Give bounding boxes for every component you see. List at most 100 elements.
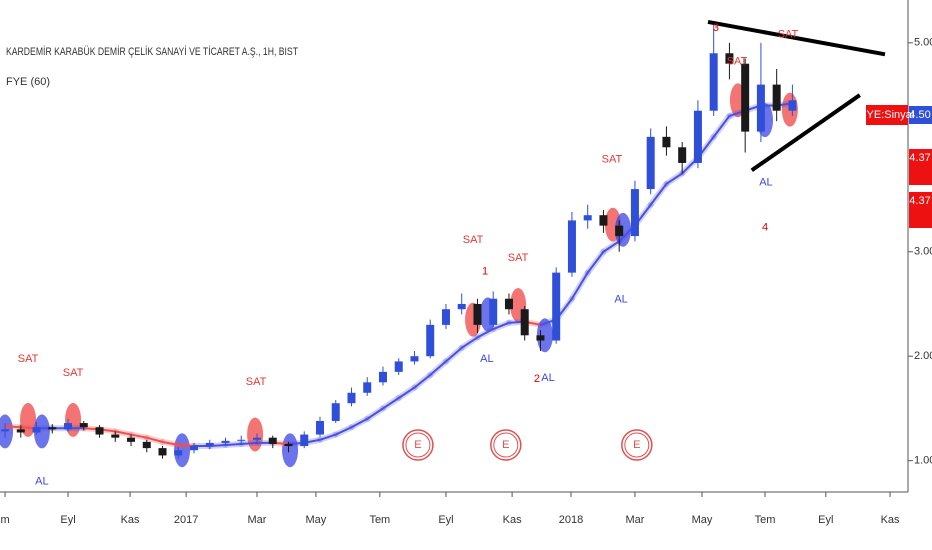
event-circle <box>490 429 522 461</box>
trendline <box>707 19 886 57</box>
event-circle-inner <box>493 432 519 458</box>
ma-line <box>397 386 416 399</box>
x-tick-label: Kas <box>503 514 522 526</box>
candle-body <box>599 215 608 226</box>
annotation: 4 <box>762 222 768 234</box>
ma-line <box>161 440 180 446</box>
candle-body <box>552 272 561 341</box>
candle-body <box>237 439 246 441</box>
signal-label: FYE:Sinyal <box>860 109 914 121</box>
event-circle-inner <box>624 432 650 458</box>
ma-line <box>586 250 605 274</box>
ma-line <box>114 430 133 436</box>
x-tick-label: Tem <box>755 514 776 526</box>
candle-body <box>662 136 671 148</box>
price-label-box <box>909 149 932 185</box>
event-label: E <box>502 439 509 451</box>
candle-body <box>127 437 136 442</box>
ma-line <box>145 436 164 443</box>
y-tick-label: 2.00 <box>914 350 932 362</box>
candle-body <box>725 53 734 64</box>
ma-line <box>381 396 400 410</box>
candle-body <box>174 450 183 456</box>
candle-body <box>300 434 309 447</box>
price-label-box <box>909 106 932 124</box>
annotation: SAT <box>778 28 799 40</box>
x-tick-label: Kas <box>121 514 140 526</box>
ma-line <box>665 172 684 185</box>
ma-line <box>366 407 384 420</box>
candle-body <box>142 441 151 449</box>
annotation: AL <box>759 177 772 189</box>
candle-body <box>504 298 513 310</box>
candle-body <box>583 215 592 221</box>
candle-body <box>95 427 104 435</box>
annotation: SAT <box>246 376 267 388</box>
x-tick-label: Mar <box>248 514 267 526</box>
candle-body <box>772 84 781 111</box>
candle-body <box>284 443 293 447</box>
ma-line <box>492 321 510 331</box>
candle-body <box>347 392 356 404</box>
signal-marker <box>247 417 264 452</box>
candle-body <box>111 434 120 438</box>
annotation: SAT <box>727 56 748 68</box>
candle-body <box>16 429 25 433</box>
x-tick-label: 2017 <box>174 514 198 526</box>
x-tick-label: Eyl <box>438 514 453 526</box>
signal-marker <box>282 433 299 468</box>
candle-body <box>378 371 387 383</box>
ma-line <box>649 182 668 206</box>
candle-body <box>363 382 372 393</box>
candle-body <box>441 309 450 325</box>
ma-line <box>318 433 337 441</box>
y-tick-label: 1.00 <box>914 455 932 467</box>
ma-line <box>413 374 432 389</box>
ma-line <box>570 271 589 300</box>
candle-body <box>221 440 230 443</box>
x-tick-label: Tem <box>369 514 390 526</box>
price-label-box <box>909 192 932 228</box>
candle-body <box>709 53 718 111</box>
ma-line <box>177 443 196 448</box>
ma-line <box>240 441 258 445</box>
price-label: 4.50 <box>909 109 930 121</box>
ma-line <box>130 433 148 439</box>
annotation: AL <box>614 294 627 306</box>
annotation: AL <box>35 475 48 487</box>
candle-body <box>520 309 529 336</box>
candle-body <box>64 423 73 430</box>
candle-body <box>693 110 702 163</box>
x-tick-label: May <box>692 514 713 526</box>
annotation: SAT <box>508 252 529 264</box>
ma-line <box>4 425 22 429</box>
ma-line <box>712 114 731 138</box>
ma-line <box>429 360 447 377</box>
plot-area: E E E SAT SAT AL SAT SAT SAT SAT SAT SAT AL AL AL AL 1 2 3… <box>0 19 886 487</box>
candle-body <box>473 303 482 325</box>
signal-marker <box>65 402 82 437</box>
trendline <box>750 93 861 172</box>
annotation: SAT <box>463 234 484 246</box>
candle-body <box>426 324 435 357</box>
candle-body <box>630 189 639 237</box>
candle-body <box>756 84 765 132</box>
candle-body <box>268 437 277 444</box>
candle-body <box>615 225 624 237</box>
annotation: SAT <box>18 353 39 365</box>
x-tick-label: Eyl <box>818 514 833 526</box>
signal-marker <box>33 414 50 449</box>
candle-body <box>48 427 57 430</box>
annotation: SAT <box>63 367 84 379</box>
chart-title: KARDEMİR KARABÜK DEMİR ÇELİK SANAYİ VE T… <box>6 45 298 58</box>
x-tick-label: May <box>306 514 327 526</box>
ma-line <box>476 328 495 339</box>
price-label: 4.37 <box>909 152 930 164</box>
candle-body <box>190 446 199 451</box>
annotation: 2 <box>534 373 540 385</box>
ma-line <box>602 240 621 253</box>
candle-body <box>489 298 498 325</box>
candle-body <box>788 100 797 111</box>
